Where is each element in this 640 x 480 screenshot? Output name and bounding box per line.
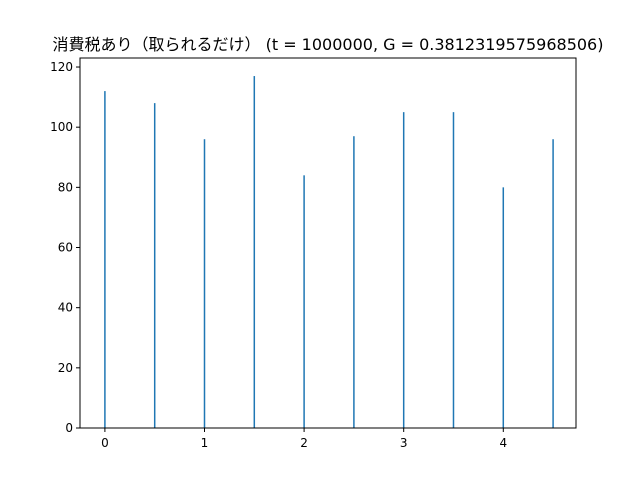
bar xyxy=(402,112,405,429)
y-axis: 0 20 40 60 80 100 120 xyxy=(50,60,80,435)
x-tick-label: 4 xyxy=(499,436,507,450)
y-tick-label: 100 xyxy=(50,120,73,134)
bar xyxy=(452,112,455,429)
x-tick-label: 2 xyxy=(300,436,308,450)
bar xyxy=(552,139,554,428)
y-tick-label: 120 xyxy=(50,60,73,74)
bar xyxy=(153,103,156,429)
bar xyxy=(104,91,106,428)
x-tick-label: 0 xyxy=(101,436,109,450)
bar xyxy=(303,175,305,428)
bar xyxy=(253,76,256,429)
plot-frame xyxy=(79,57,577,429)
x-tick-label: 1 xyxy=(201,436,209,450)
x-tick-label: 3 xyxy=(400,436,408,450)
x-axis: 0 1 2 3 4 xyxy=(101,428,507,450)
y-tick-label: 60 xyxy=(58,241,73,255)
chart-title: 消費税あり（取られるだけ） (t = 1000000, G = 0.381231… xyxy=(53,35,604,54)
bar xyxy=(203,139,206,428)
bar xyxy=(353,136,355,428)
bar xyxy=(502,187,505,428)
y-tick-label: 20 xyxy=(58,361,73,375)
y-tick-label: 0 xyxy=(65,421,73,435)
bars-group xyxy=(104,76,554,429)
y-tick-label: 80 xyxy=(58,180,73,194)
y-tick-label: 40 xyxy=(58,301,73,315)
